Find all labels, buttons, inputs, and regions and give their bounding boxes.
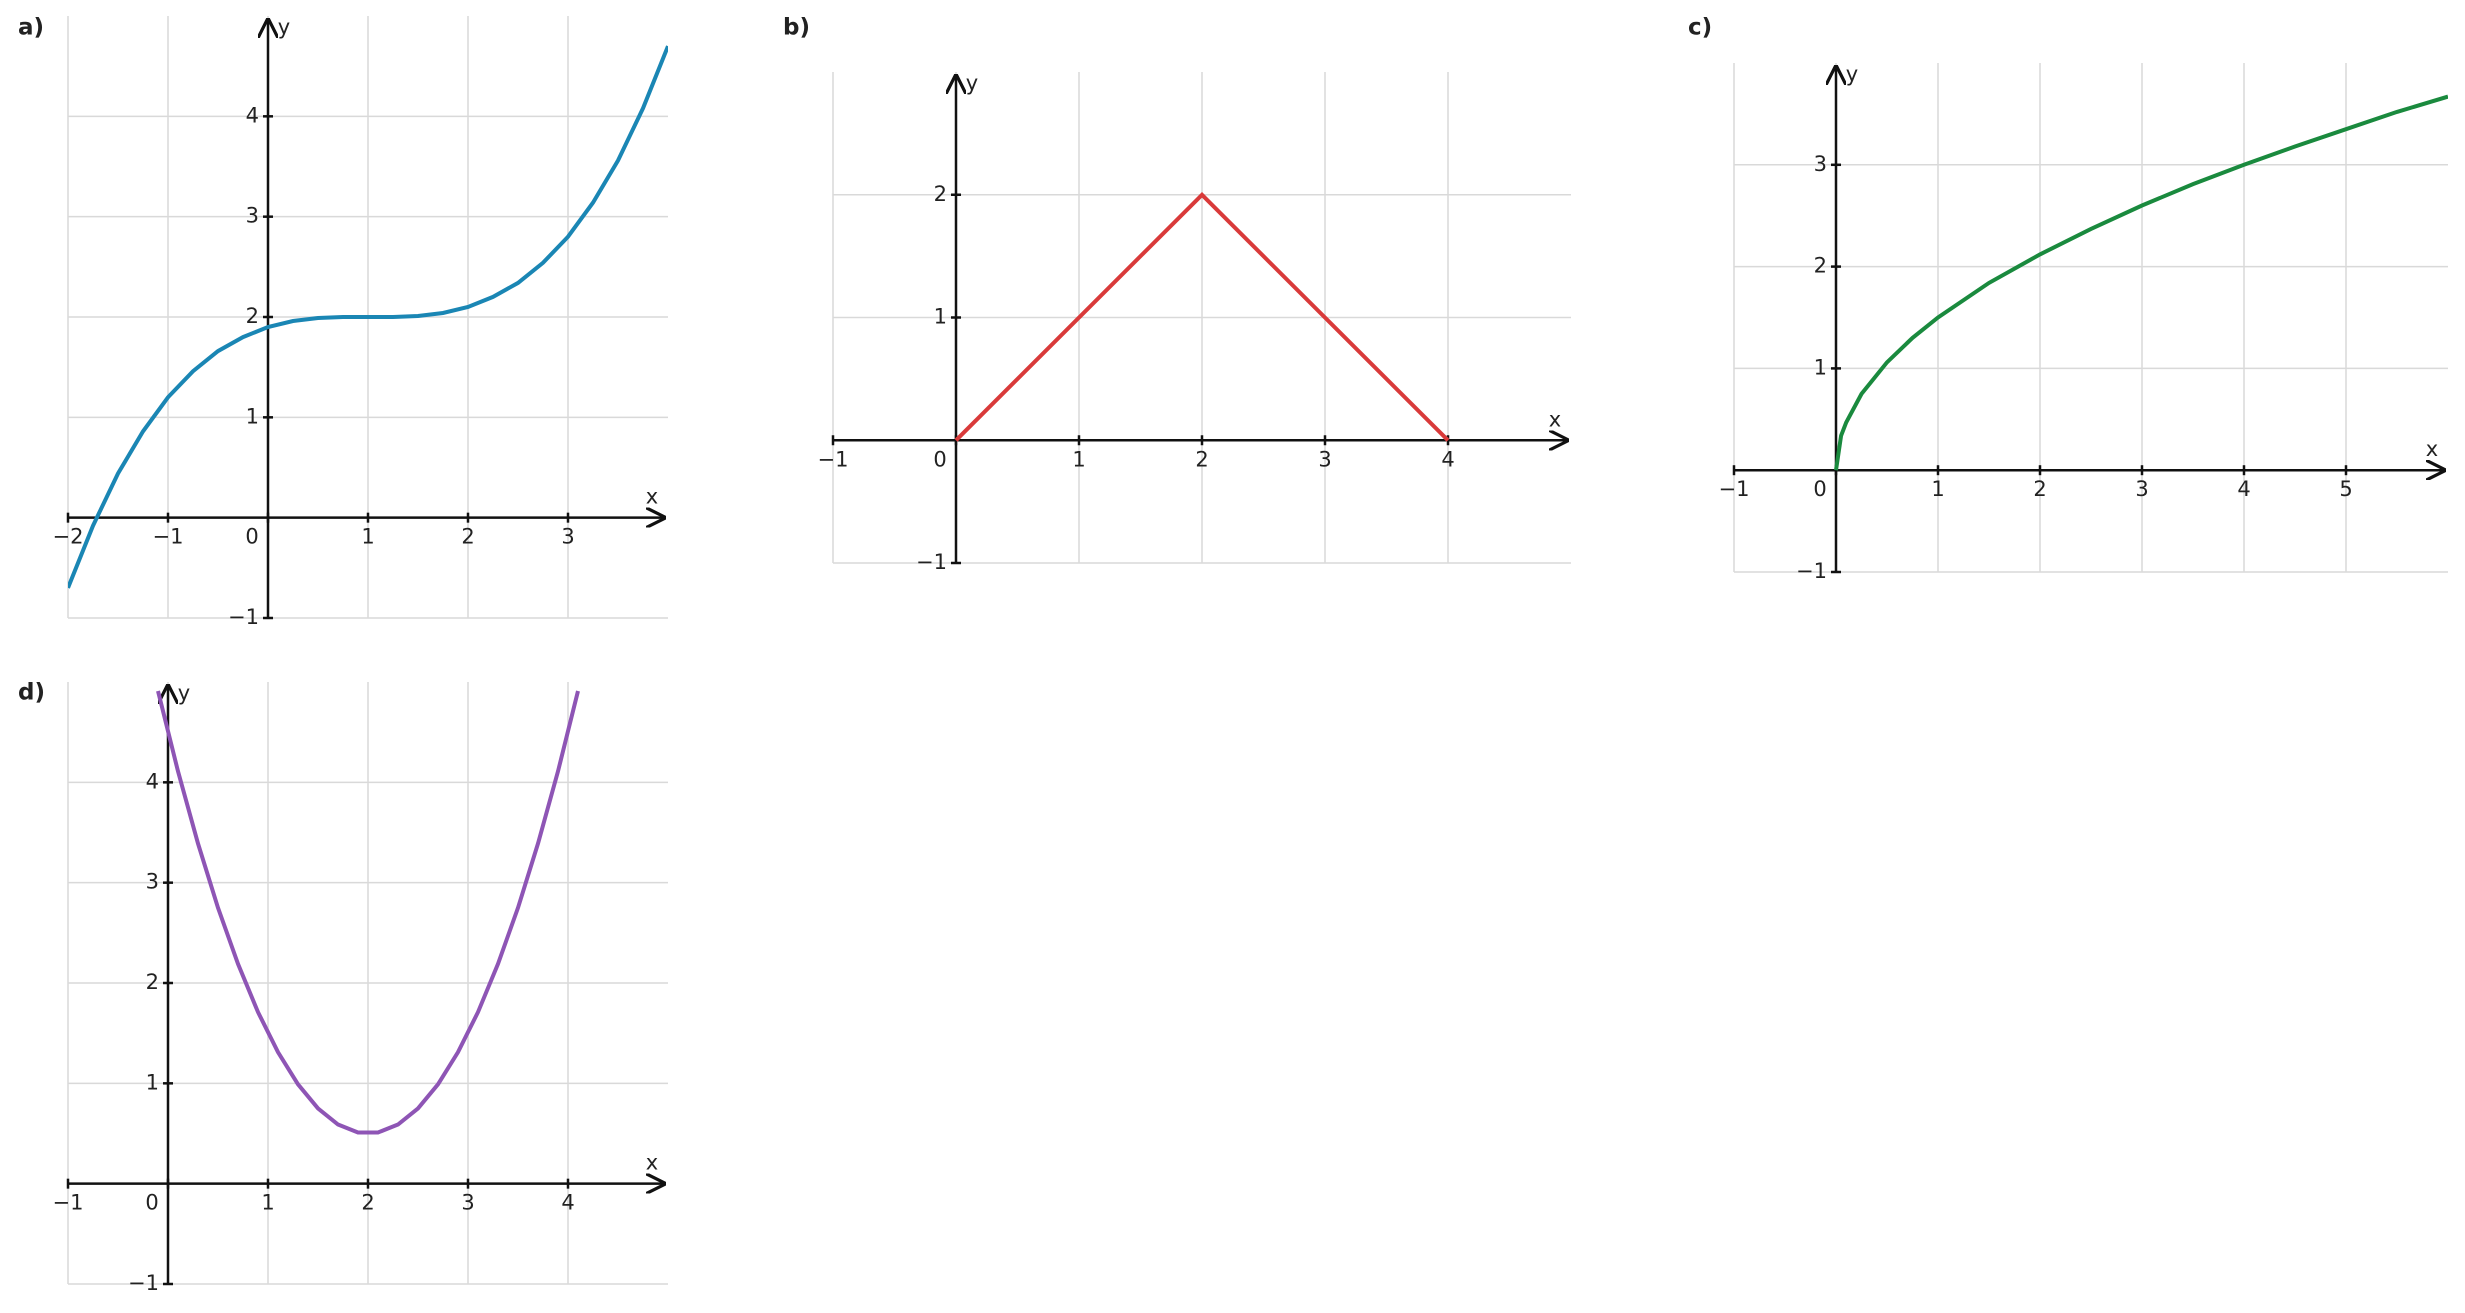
x-tick-label: 2 (1195, 447, 1208, 471)
x-tick-label: −1 (1719, 477, 1750, 501)
y-tick-label: 3 (1814, 152, 1827, 176)
y-axis-label: y (1846, 62, 1858, 86)
curve (156, 690, 580, 1135)
x-tick-label: 1 (361, 525, 374, 549)
panel-title: a) (18, 15, 44, 41)
x-tick-label: 5 (2339, 477, 2352, 501)
x-tick-label: −1 (818, 447, 849, 471)
curve (1834, 94, 2448, 471)
y-tick-label: 4 (146, 769, 159, 793)
y-axis-label: y (966, 71, 978, 95)
x-tick-label: 2 (2033, 477, 2046, 501)
y-tick-label: 1 (146, 1070, 159, 1094)
y-tick-label: 1 (246, 404, 259, 428)
x-tick-label: −1 (153, 525, 184, 549)
panel: b) x y −1 0 1 2 3 4 −1 1 2 (783, 15, 1571, 574)
y-tick-label: 2 (146, 970, 159, 994)
x-tick-label: 4 (2237, 477, 2250, 501)
x-tick-label: 3 (461, 1191, 474, 1215)
x-axis-label: x (646, 485, 658, 509)
y-tick-label: 2 (1814, 254, 1827, 278)
x-axis-label: x (1549, 407, 1561, 431)
x-axis-label: x (646, 1151, 658, 1175)
x-tick-label: −2 (53, 525, 84, 549)
y-axis-label: y (278, 15, 290, 39)
panel: a) x y −2 −1 0 1 2 3 −1 1 2 3 4 (18, 15, 668, 629)
y-tick-label: 3 (146, 870, 159, 894)
y-tick-label: −1 (228, 605, 259, 629)
panel: d) x y −1 0 1 2 3 4 −1 1 2 3 4 (18, 680, 668, 1295)
x-tick-label: 0 (1813, 477, 1826, 501)
y-tick-label: 4 (246, 103, 259, 127)
x-tick-label: 3 (561, 525, 574, 549)
y-tick-label: 3 (246, 204, 259, 228)
x-tick-label: 2 (361, 1191, 374, 1215)
y-tick-label: 1 (934, 305, 947, 329)
x-tick-label: 4 (1441, 447, 1454, 471)
panel-title: d) (18, 680, 45, 706)
x-tick-label: 0 (145, 1191, 158, 1215)
x-tick-label: 4 (561, 1191, 574, 1215)
y-tick-label: −1 (1796, 559, 1827, 583)
x-tick-label: 1 (261, 1191, 274, 1215)
y-tick-label: −1 (128, 1271, 159, 1295)
x-tick-label: −1 (53, 1191, 84, 1215)
x-tick-label: 1 (1072, 447, 1085, 471)
y-axis-label: y (178, 681, 190, 705)
panel-title: c) (1688, 15, 1712, 41)
y-tick-label: −1 (916, 550, 947, 574)
y-tick-label: 2 (934, 182, 947, 206)
x-tick-label: 0 (933, 447, 946, 471)
x-tick-label: 3 (2135, 477, 2148, 501)
panel: c) x y −1 0 1 2 3 4 5 −1 1 2 3 (1688, 15, 2448, 583)
curve (68, 45, 668, 589)
panel-title: b) (783, 15, 810, 41)
curve (954, 191, 1450, 442)
x-tick-label: 2 (461, 525, 474, 549)
x-axis-label: x (2426, 437, 2438, 461)
y-tick-label: 2 (246, 304, 259, 328)
x-tick-label: 3 (1318, 447, 1331, 471)
y-tick-label: 1 (1814, 355, 1827, 379)
x-tick-label: 1 (1931, 477, 1944, 501)
x-tick-label: 0 (245, 525, 258, 549)
